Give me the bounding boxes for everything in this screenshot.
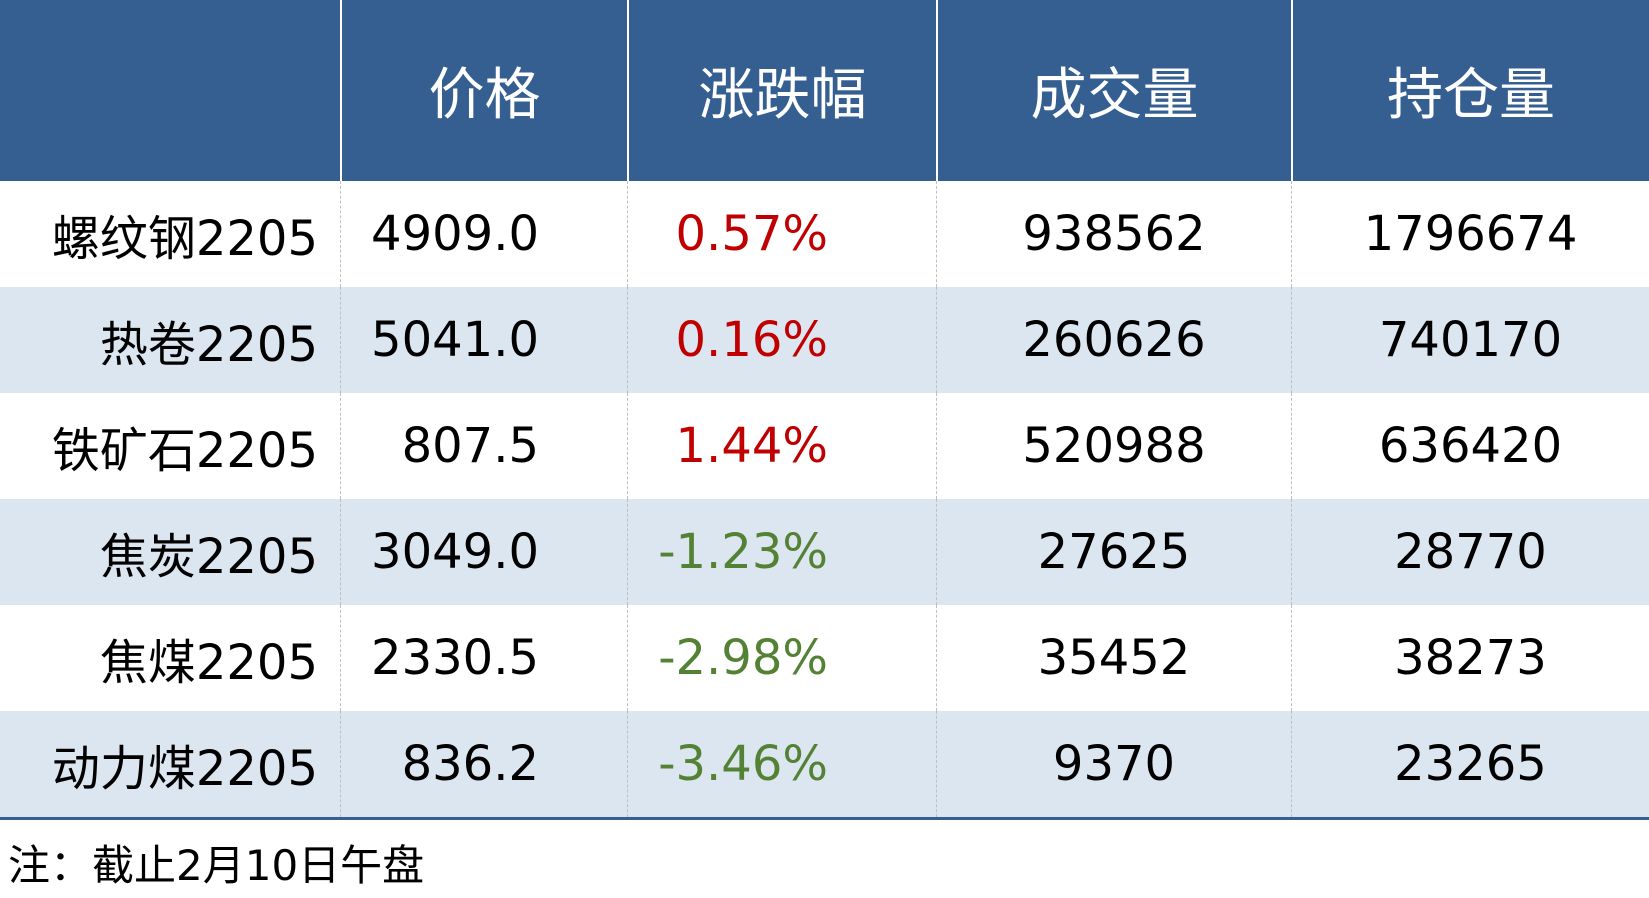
table-cell: 836.2 — [340, 711, 627, 817]
row-label: 焦煤2205 — [0, 605, 340, 711]
row-label: 螺纹钢2205 — [0, 181, 340, 287]
header-cell — [0, 0, 340, 181]
table-cell: 5041.0 — [340, 287, 627, 393]
header-cell: 价格 — [340, 0, 627, 181]
table-cell: 636420 — [1291, 393, 1649, 499]
table-cell: 0.57% — [627, 181, 936, 287]
header-cell: 持仓量 — [1291, 0, 1649, 181]
table-cell: -3.46% — [627, 711, 936, 817]
bottom-rule — [0, 816, 1649, 820]
header-cell: 成交量 — [936, 0, 1291, 181]
row-label: 动力煤2205 — [0, 711, 340, 817]
row-label: 热卷2205 — [0, 287, 340, 393]
table-cell: 938562 — [936, 181, 1291, 287]
header-cell: 涨跌幅 — [627, 0, 936, 181]
table-cell: 1.44% — [627, 393, 936, 499]
table-cell: 1796674 — [1291, 181, 1649, 287]
table-cell: 807.5 — [340, 393, 627, 499]
note: 注：截止2月10日午盘 — [8, 841, 425, 890]
table-cell: 9370 — [936, 711, 1291, 817]
table-cell: 260626 — [936, 287, 1291, 393]
table-cell: 3049.0 — [340, 499, 627, 605]
table-cell: 35452 — [936, 605, 1291, 711]
table-cell: 2330.5 — [340, 605, 627, 711]
row-label: 焦炭2205 — [0, 499, 340, 605]
table-cell: 740170 — [1291, 287, 1649, 393]
table-cell: -1.23% — [627, 499, 936, 605]
table-cell: 27625 — [936, 499, 1291, 605]
table-cell: 0.16% — [627, 287, 936, 393]
table-cell: 520988 — [936, 393, 1291, 499]
table-cell: 4909.0 — [340, 181, 627, 287]
row-label: 铁矿石2205 — [0, 393, 340, 499]
table-cell: -2.98% — [627, 605, 936, 711]
table-cell: 38273 — [1291, 605, 1649, 711]
table-cell: 23265 — [1291, 711, 1649, 817]
table-cell: 28770 — [1291, 499, 1649, 605]
